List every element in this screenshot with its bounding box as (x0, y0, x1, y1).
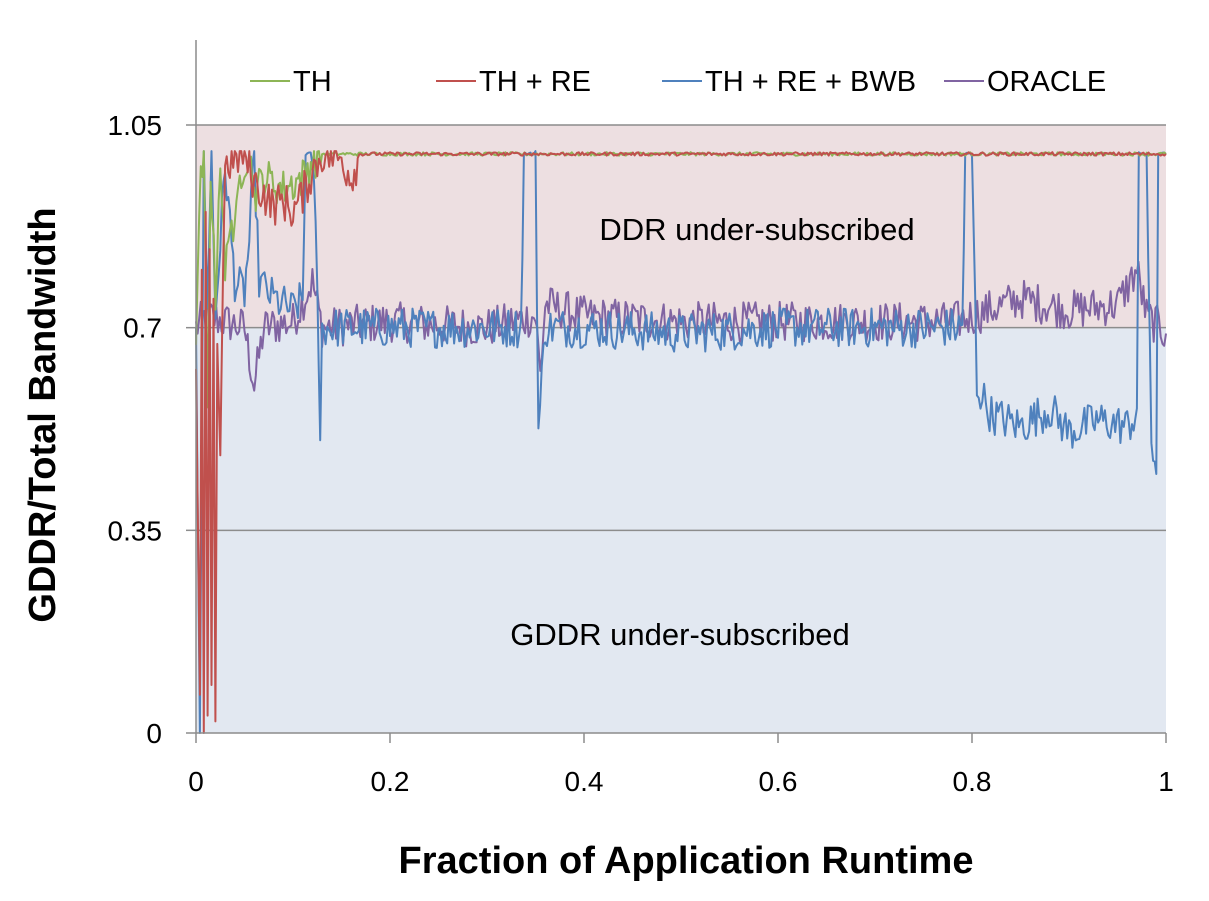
x-tick-label-2: 0.4 (565, 766, 604, 797)
y-tick-label-3: 1.05 (108, 110, 163, 141)
x-tick-label-4: 0.8 (953, 766, 992, 797)
region-label-0: DDR under-subscribed (599, 212, 914, 247)
legend-label-0: TH (293, 66, 332, 98)
y-tick-label-2: 0.7 (123, 313, 162, 344)
legend: TH TH + RE TH + RE + BWB ORACLE (250, 66, 1106, 98)
series-line-th-re-bwb (195, 150, 1167, 734)
series-line-th-re (195, 150, 1167, 734)
y-tick-label-0: 0 (146, 718, 162, 749)
y-axis-title: GDDR/Total Bandwidth (22, 207, 64, 622)
grid-lines (186, 124, 1167, 743)
axes (195, 40, 1166, 734)
x-axis-title: Fraction of Application Runtime (399, 840, 974, 882)
series-line-oracle (195, 260, 1167, 392)
x-tick-label-0: 0 (188, 766, 204, 797)
series-lines (195, 150, 1167, 734)
region-label-1: GDDR under-subscribed (510, 617, 849, 652)
y-tick-label-1: 0.35 (108, 515, 163, 546)
tick-labels: 0 0.35 0.7 1.05 0 0.2 0.4 0.6 0.8 1 (108, 110, 1174, 797)
x-tick-label-1: 0.2 (371, 766, 410, 797)
legend-label-2: TH + RE + BWB (705, 66, 916, 98)
legend-label-3: ORACLE (987, 66, 1106, 98)
x-tick-label-5: 1 (1158, 766, 1174, 797)
x-tick-label-3: 0.6 (759, 766, 798, 797)
region-labels: DDR under-subscribed GDDR under-subscribe… (510, 212, 914, 652)
legend-label-1: TH + RE (479, 66, 591, 98)
